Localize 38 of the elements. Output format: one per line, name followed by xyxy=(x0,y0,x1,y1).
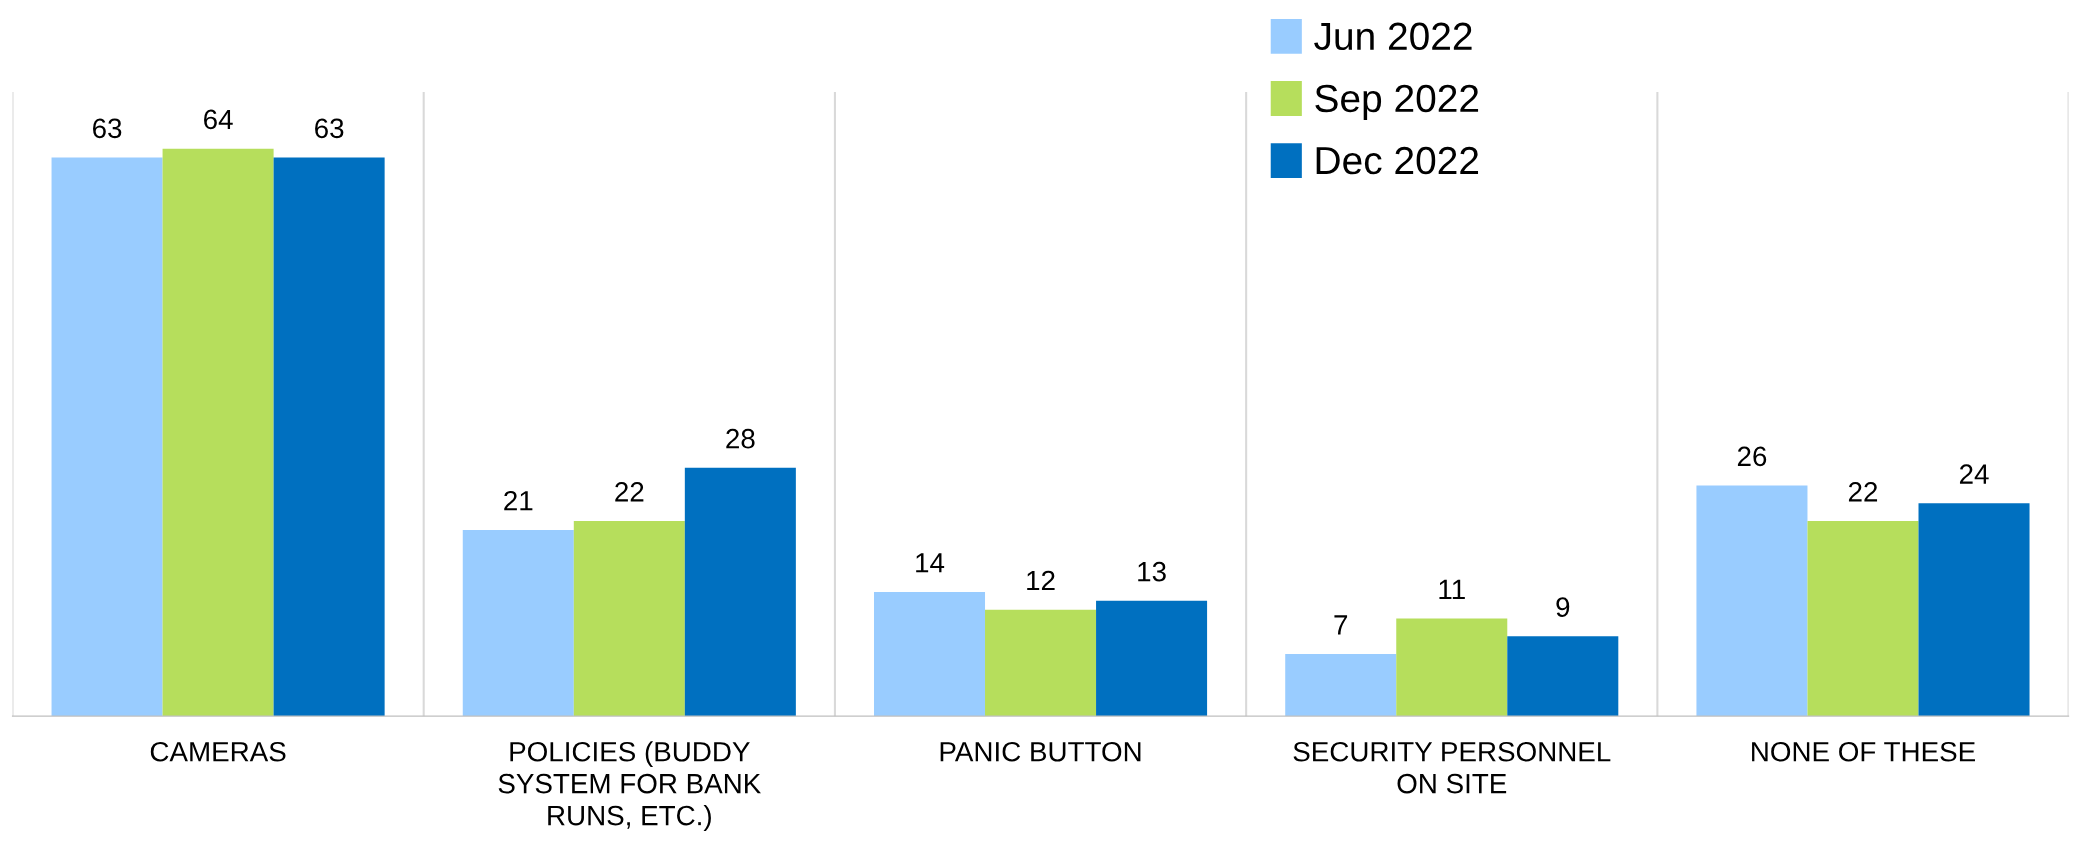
bar xyxy=(873,592,986,717)
x-tick-label: CAMERAS xyxy=(150,741,286,762)
x-tick-label: PANIC BUTTON xyxy=(940,741,1141,762)
data-label: 64 xyxy=(204,109,233,130)
bar xyxy=(273,157,385,717)
data-label: 22 xyxy=(615,482,644,502)
data-label: 21 xyxy=(504,490,533,511)
data-label: 12 xyxy=(1027,570,1055,591)
bar xyxy=(51,157,163,717)
x-tick-label: NONE OF THESE xyxy=(1752,741,1975,762)
bar xyxy=(1396,618,1508,717)
bar xyxy=(1507,636,1619,717)
bar xyxy=(1918,503,2030,717)
bar xyxy=(1285,654,1397,717)
bar xyxy=(162,148,274,717)
data-label: 11 xyxy=(1439,579,1465,599)
data-label: 26 xyxy=(1737,446,1767,467)
bar xyxy=(1696,485,1808,717)
legend-label: Dec 2022 xyxy=(1316,146,1479,175)
data-label: 63 xyxy=(315,118,344,139)
legend-label: Sep 2022 xyxy=(1315,84,1479,120)
data-label: 7 xyxy=(1334,615,1348,635)
data-label: 63 xyxy=(93,118,122,139)
data-label: 22 xyxy=(1848,482,1878,502)
data-label: 13 xyxy=(1138,561,1166,582)
data-label: 9 xyxy=(1556,597,1570,617)
bar xyxy=(985,609,1097,717)
bar xyxy=(1807,521,1919,717)
bar xyxy=(684,467,796,717)
x-tick-label: POLICIES (BUDDY SYSTEM FOR BANK RUNS, ETC.) xyxy=(498,741,761,831)
legend-label: Jun 2022 xyxy=(1314,22,1472,51)
x-tick-label: SECURITY PERSONNEL ON SITE xyxy=(1293,741,1611,794)
data-label: 24 xyxy=(1959,464,1989,484)
data-label: 28 xyxy=(726,428,755,449)
data-label: 14 xyxy=(916,553,945,573)
bar xyxy=(462,529,574,717)
bar xyxy=(573,521,685,717)
bar xyxy=(1096,600,1208,717)
